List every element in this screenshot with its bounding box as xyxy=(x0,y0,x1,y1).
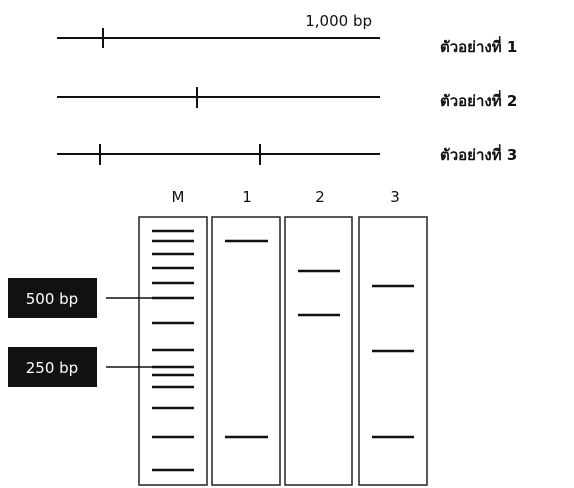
lane xyxy=(285,217,352,485)
diagram: 1,000 bp ตัวอย่างที่ 1 ตัวอย่างที่ 2 ตัว… xyxy=(0,0,574,488)
restriction-map: 1,000 bp ตัวอย่างที่ 1 ตัวอย่างที่ 2 ตัว… xyxy=(57,12,517,165)
marker-label: 500 bp xyxy=(26,290,78,308)
lane-label: 2 xyxy=(315,188,325,206)
sample-label: ตัวอย่างที่ 3 xyxy=(440,144,517,164)
lane xyxy=(212,217,280,485)
sample-label: ตัวอย่างที่ 2 xyxy=(440,90,517,110)
gel: M 1 2 3 500 bp xyxy=(8,188,427,485)
sample-label: ตัวอย่างที่ 1 xyxy=(440,36,517,56)
lane-label: 3 xyxy=(390,188,400,206)
lane-label: 1 xyxy=(242,188,252,206)
marker-label: 250 bp xyxy=(26,359,78,377)
scale-label: 1,000 bp xyxy=(305,12,372,30)
lane-label: M xyxy=(172,188,185,206)
